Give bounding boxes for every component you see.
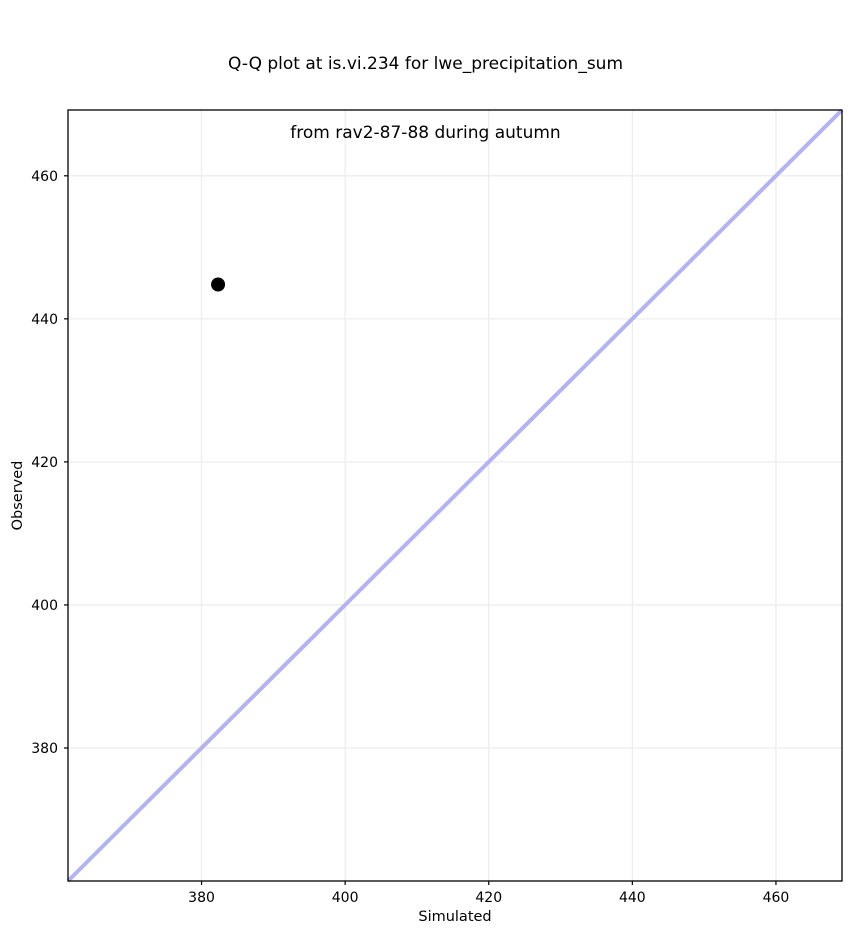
chart-title: Q-Q plot at is.vi.234 for lwe_precipitat… [0, 7, 851, 191]
y-tick-label: 440 [31, 312, 58, 328]
y-tick-label: 400 [31, 598, 58, 614]
x-tick-label: 440 [619, 890, 646, 906]
data-point [211, 277, 226, 292]
y-tick-label: 460 [31, 169, 58, 185]
plot-border [67, 109, 843, 882]
y-tick-label: 420 [31, 455, 58, 471]
chart-title-line1: Q-Q plot at is.vi.234 for lwe_precipitat… [227, 54, 624, 74]
chart-title-line2: from rav2-87-88 during autumn [290, 123, 561, 143]
x-tick-label: 420 [475, 890, 502, 906]
y-axis-label: Observed [10, 461, 26, 531]
x-axis-label: Simulated [418, 909, 491, 925]
x-tick-label: 400 [332, 890, 359, 906]
y-tick-label: 380 [31, 741, 58, 757]
identity-line [66, 108, 844, 883]
x-tick-label: 380 [188, 890, 215, 906]
x-tick-label: 460 [763, 890, 790, 906]
